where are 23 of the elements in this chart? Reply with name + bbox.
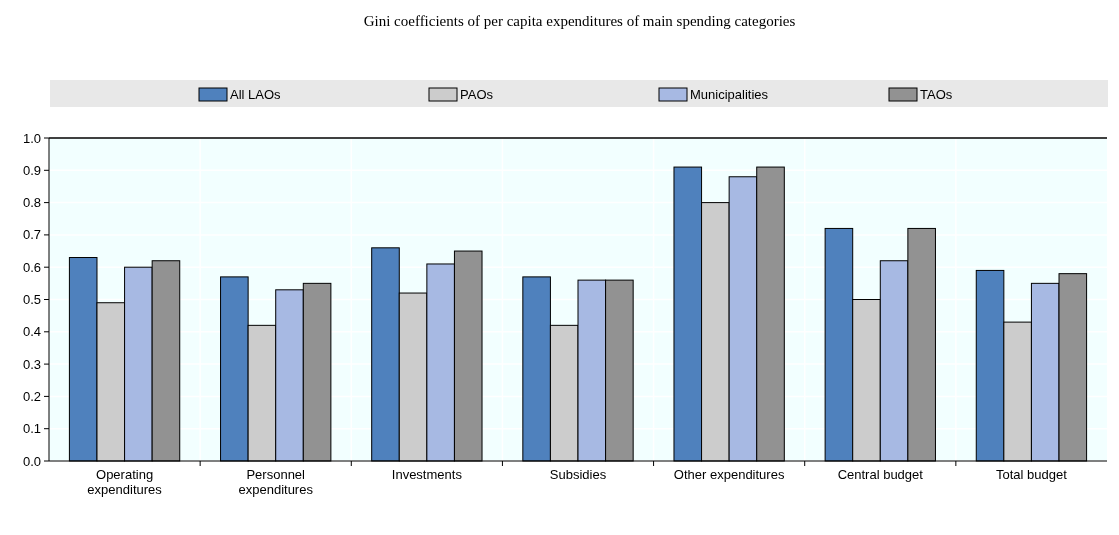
x-tick-label: Other expenditures (673, 467, 785, 482)
y-tick-label: 0.9 (22, 162, 41, 178)
legend-label: Municipalities (690, 87, 769, 102)
y-tick-label: 0.1 (22, 421, 41, 437)
y-tick-label: 0.8 (22, 195, 41, 211)
legend-label: TAOs (920, 87, 953, 102)
x-tick-label: Total budget (996, 467, 1068, 482)
y-tick-label: 0.2 (22, 388, 41, 404)
x-tick-label: Central budget (837, 467, 924, 482)
x-tick-label: Investments (391, 467, 463, 482)
y-tick-label: 0.4 (22, 324, 41, 340)
y-tick-label: 0.7 (22, 227, 41, 243)
y-tick-label: 0.0 (22, 453, 41, 469)
legend-label: All LAOs (230, 87, 282, 102)
y-tick-label: 0.3 (22, 356, 41, 372)
x-tick-label: Subsidies (549, 467, 607, 482)
x-tick-label: Personnel expenditures (238, 467, 314, 497)
legend-label: PAOs (460, 87, 494, 102)
y-tick-label: 0.6 (22, 259, 41, 275)
y-tick-label: 1.0 (22, 130, 41, 146)
chart-title: Gini coefficients of per capita expenditures of main spending categories (363, 13, 796, 29)
x-tick-label: Operating expenditures (87, 467, 163, 497)
y-tick-label: 0.5 (22, 292, 41, 307)
